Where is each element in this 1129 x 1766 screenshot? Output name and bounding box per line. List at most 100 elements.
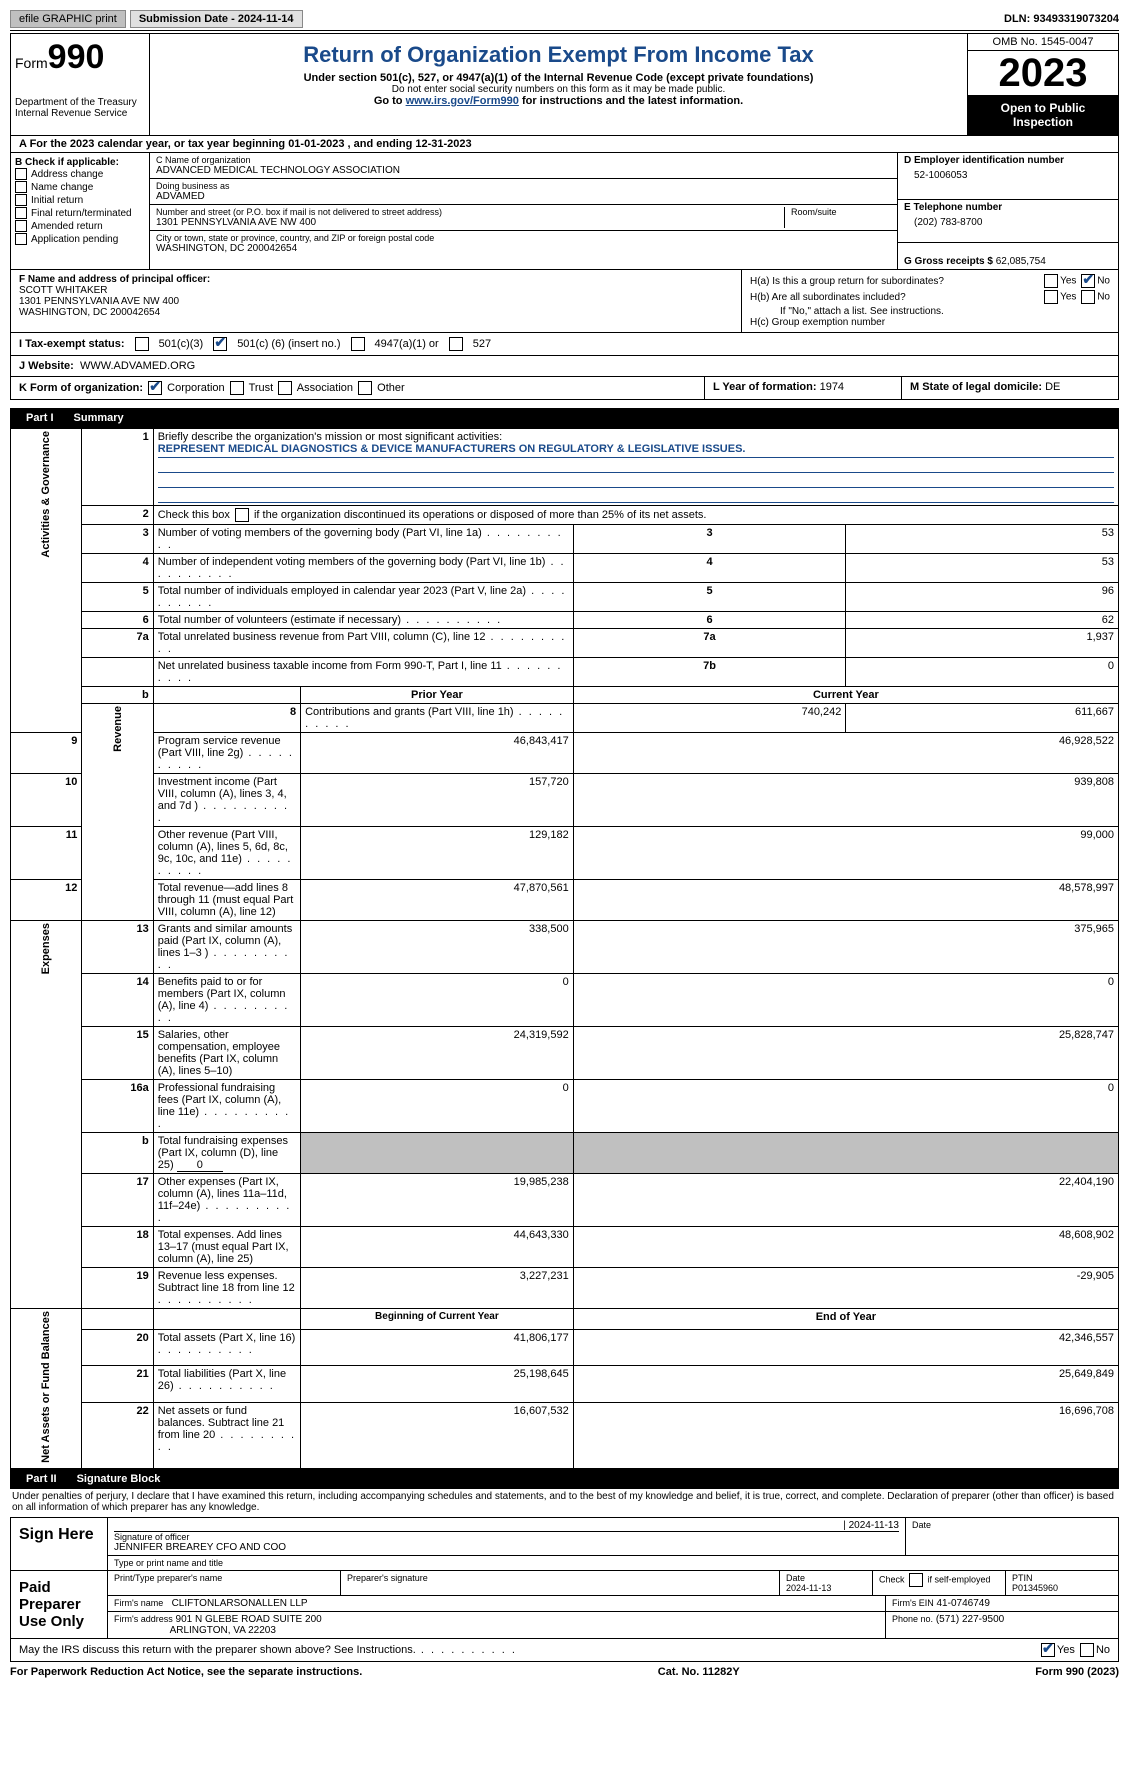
prior19: 3,227,231: [301, 1268, 574, 1309]
c-name-label: C Name of organization: [156, 155, 891, 165]
i-527-checkbox[interactable]: [449, 337, 463, 351]
ha-yes-checkbox[interactable]: [1044, 274, 1058, 288]
line2-checkbox[interactable]: [235, 508, 249, 522]
line2: Check this box if the organization disco…: [153, 506, 1118, 525]
firm-addr2: ARLINGTON, VA 22203: [170, 1625, 276, 1636]
line9: Program service revenue (Part VIII, line…: [153, 733, 300, 774]
line11: Other revenue (Part VIII, column (A), li…: [153, 827, 300, 880]
self-employed-checkbox[interactable]: [909, 1573, 923, 1587]
discuss-no-checkbox[interactable]: [1080, 1643, 1094, 1657]
irs-link[interactable]: www.irs.gov/Form990: [406, 95, 519, 107]
omb-number: OMB No. 1545-0047: [968, 34, 1118, 51]
officer-addr2: WASHINGTON, DC 200042654: [19, 307, 733, 318]
line15: Salaries, other compensation, employee b…: [153, 1027, 300, 1080]
check-name-change[interactable]: Name change: [15, 181, 145, 193]
val4: 53: [846, 554, 1119, 583]
line1-label: Briefly describe the organization's miss…: [158, 431, 1114, 443]
check-address-change[interactable]: Address change: [15, 168, 145, 180]
k-other-checkbox[interactable]: [358, 381, 372, 395]
top-bar: efile GRAPHIC print Submission Date - 20…: [10, 10, 1119, 31]
state-domicile: DE: [1045, 381, 1060, 393]
curr14: 0: [573, 974, 1118, 1027]
efile-print-button[interactable]: efile GRAPHIC print: [10, 10, 126, 28]
curr18: 48,608,902: [573, 1227, 1118, 1268]
open-public-badge: Open to Public Inspection: [968, 95, 1118, 135]
form-number: Form990: [15, 38, 145, 77]
check-final-return[interactable]: Final return/terminated: [15, 207, 145, 219]
paid-preparer-label: Paid Preparer Use Only: [11, 1571, 108, 1638]
form-title: Return of Organization Exempt From Incom…: [154, 42, 963, 68]
line13: Grants and similar amounts paid (Part IX…: [153, 921, 300, 974]
line17: Other expenses (Part IX, column (A), lin…: [153, 1174, 300, 1227]
i-501c-checkbox[interactable]: [213, 337, 227, 351]
dba-label: Doing business as: [156, 181, 891, 191]
g-label: G Gross receipts $: [904, 256, 993, 267]
form-subtitle: Under section 501(c), 527, or 4947(a)(1)…: [154, 72, 963, 84]
hb-no-checkbox[interactable]: [1081, 290, 1095, 304]
prior18: 44,643,330: [301, 1227, 574, 1268]
line16b: Total fundraising expenses (Part IX, col…: [153, 1133, 300, 1174]
hc-label: H(c) Group exemption number: [750, 317, 1110, 328]
cat-no: Cat. No. 11282Y: [658, 1666, 740, 1678]
check-initial-return[interactable]: Initial return: [15, 194, 145, 206]
dba-name: ADVAMED: [156, 191, 891, 202]
current-year-header: Current Year: [573, 687, 1118, 704]
line-a-tax-year: A For the 2023 calendar year, or tax yea…: [10, 136, 1119, 153]
pra-notice: For Paperwork Reduction Act Notice, see …: [10, 1666, 362, 1678]
prior13: 338,500: [301, 921, 574, 974]
ssn-note: Do not enter social security numbers on …: [154, 84, 963, 95]
submission-date: Submission Date - 2024-11-14: [130, 10, 303, 28]
officer-signature: JENNIFER BREAREY CFO AND COO: [114, 1542, 899, 1553]
b-heading: B Check if applicable:: [15, 157, 145, 168]
gross-receipts: 62,085,754: [996, 256, 1046, 267]
prior15: 24,319,592: [301, 1027, 574, 1080]
section-j: J Website: WWW.ADVAMED.ORG: [10, 356, 1119, 377]
curr17: 22,404,190: [573, 1174, 1118, 1227]
part2-header: Part IISignature Block: [10, 1469, 1119, 1489]
section-i: I Tax-exempt status: 501(c)(3) 501(c) (6…: [10, 333, 1119, 356]
check-application-pending[interactable]: Application pending: [15, 233, 145, 245]
line8: Contributions and grants (Part VIII, lin…: [301, 704, 574, 733]
firm-name: CLIFTONLARSONALLEN LLP: [172, 1598, 308, 1609]
k-assoc-checkbox[interactable]: [278, 381, 292, 395]
page-footer: For Paperwork Reduction Act Notice, see …: [10, 1666, 1119, 1678]
line5: Total number of individuals employed in …: [153, 583, 573, 612]
f-label: F Name and address of principal officer:: [19, 274, 733, 285]
i-501c3-checkbox[interactable]: [135, 337, 149, 351]
part1-header: Part ISummary: [10, 408, 1119, 428]
check-amended-return[interactable]: Amended return: [15, 220, 145, 232]
prep-date: 2024-11-13: [786, 1583, 831, 1593]
end-year-header: End of Year: [573, 1309, 1118, 1330]
line16a: Professional fundraising fees (Part IX, …: [153, 1080, 300, 1133]
k-trust-checkbox[interactable]: [230, 381, 244, 395]
prior12: 47,870,561: [301, 880, 574, 921]
curr19: -29,905: [573, 1268, 1118, 1309]
curr15: 25,828,747: [573, 1027, 1118, 1080]
dept-treasury: Department of the Treasury Internal Reve…: [15, 97, 145, 119]
end20: 42,346,557: [573, 1330, 1118, 1366]
i-4947-checkbox[interactable]: [351, 337, 365, 351]
year-formation: 1974: [820, 381, 844, 393]
prior11: 129,182: [301, 827, 574, 880]
hb-yes-checkbox[interactable]: [1044, 290, 1058, 304]
begin22: 16,607,532: [301, 1402, 574, 1468]
curr16a: 0: [573, 1080, 1118, 1133]
curr13: 375,965: [573, 921, 1118, 974]
line14: Benefits paid to or for members (Part IX…: [153, 974, 300, 1027]
prior8: 740,242: [573, 704, 846, 733]
e-label: E Telephone number: [904, 202, 1112, 213]
end22: 16,696,708: [573, 1402, 1118, 1468]
room-label: Room/suite: [791, 207, 891, 217]
prior9: 46,843,417: [301, 733, 574, 774]
dln: DLN: 93493319073204: [1004, 13, 1119, 25]
line20: Total assets (Part X, line 16): [153, 1330, 300, 1366]
end21: 25,649,849: [573, 1366, 1118, 1402]
prior-year-header: Prior Year: [301, 687, 574, 704]
line10: Investment income (Part VIII, column (A)…: [153, 774, 300, 827]
ha-no-checkbox[interactable]: [1081, 274, 1095, 288]
city-label: City or town, state or province, country…: [156, 233, 891, 243]
discuss-yes-checkbox[interactable]: [1041, 1643, 1055, 1657]
val5: 96: [846, 583, 1119, 612]
hb-label: H(b) Are all subordinates included?: [750, 292, 1042, 303]
k-corp-checkbox[interactable]: [148, 381, 162, 395]
